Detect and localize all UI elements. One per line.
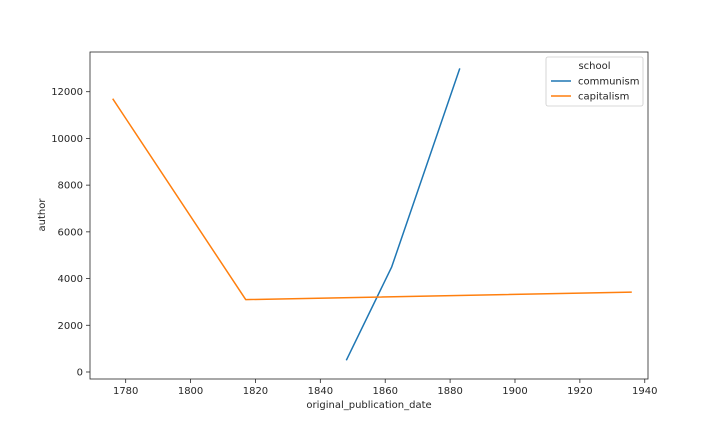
y-tick-label: 12000 [51,87,83,98]
y-tick-label: 4000 [58,274,83,285]
legend: school communism capitalism [545,56,644,107]
y-tick-label: 2000 [58,321,83,332]
legend-title: school [578,61,610,72]
y-tick-label: 6000 [58,227,83,238]
series-line-communism [345,68,461,361]
x-tick-label: 1840 [308,386,333,397]
y-axis-label: author [37,198,48,232]
x-tick-label: 1800 [178,386,203,397]
plot-area [89,51,649,380]
y-tick-label: 10000 [51,134,83,145]
legend-label-communism: communism [578,77,640,88]
legend-label-capitalism: capitalism [578,92,629,103]
x-tick-label: 1860 [372,386,397,397]
x-axis: 1780 1800 1820 1840 1860 1880 1900 1920 1940 [113,379,657,397]
x-tick-label: 1780 [113,386,138,397]
series-layer [112,68,632,361]
x-tick-label: 1820 [243,386,268,397]
x-axis-label: original_publication_date [306,400,431,411]
x-tick-label: 1940 [632,386,657,397]
legend-box [545,56,644,107]
x-tick-label: 1880 [437,386,462,397]
y-axis: 0 2000 4000 6000 8000 10000 12000 [51,87,90,378]
y-tick-label: 0 [77,367,83,378]
x-tick-label: 1900 [502,386,527,397]
series-line-capitalism [112,98,632,301]
x-tick-label: 1920 [567,386,592,397]
y-tick-label: 8000 [58,181,83,192]
